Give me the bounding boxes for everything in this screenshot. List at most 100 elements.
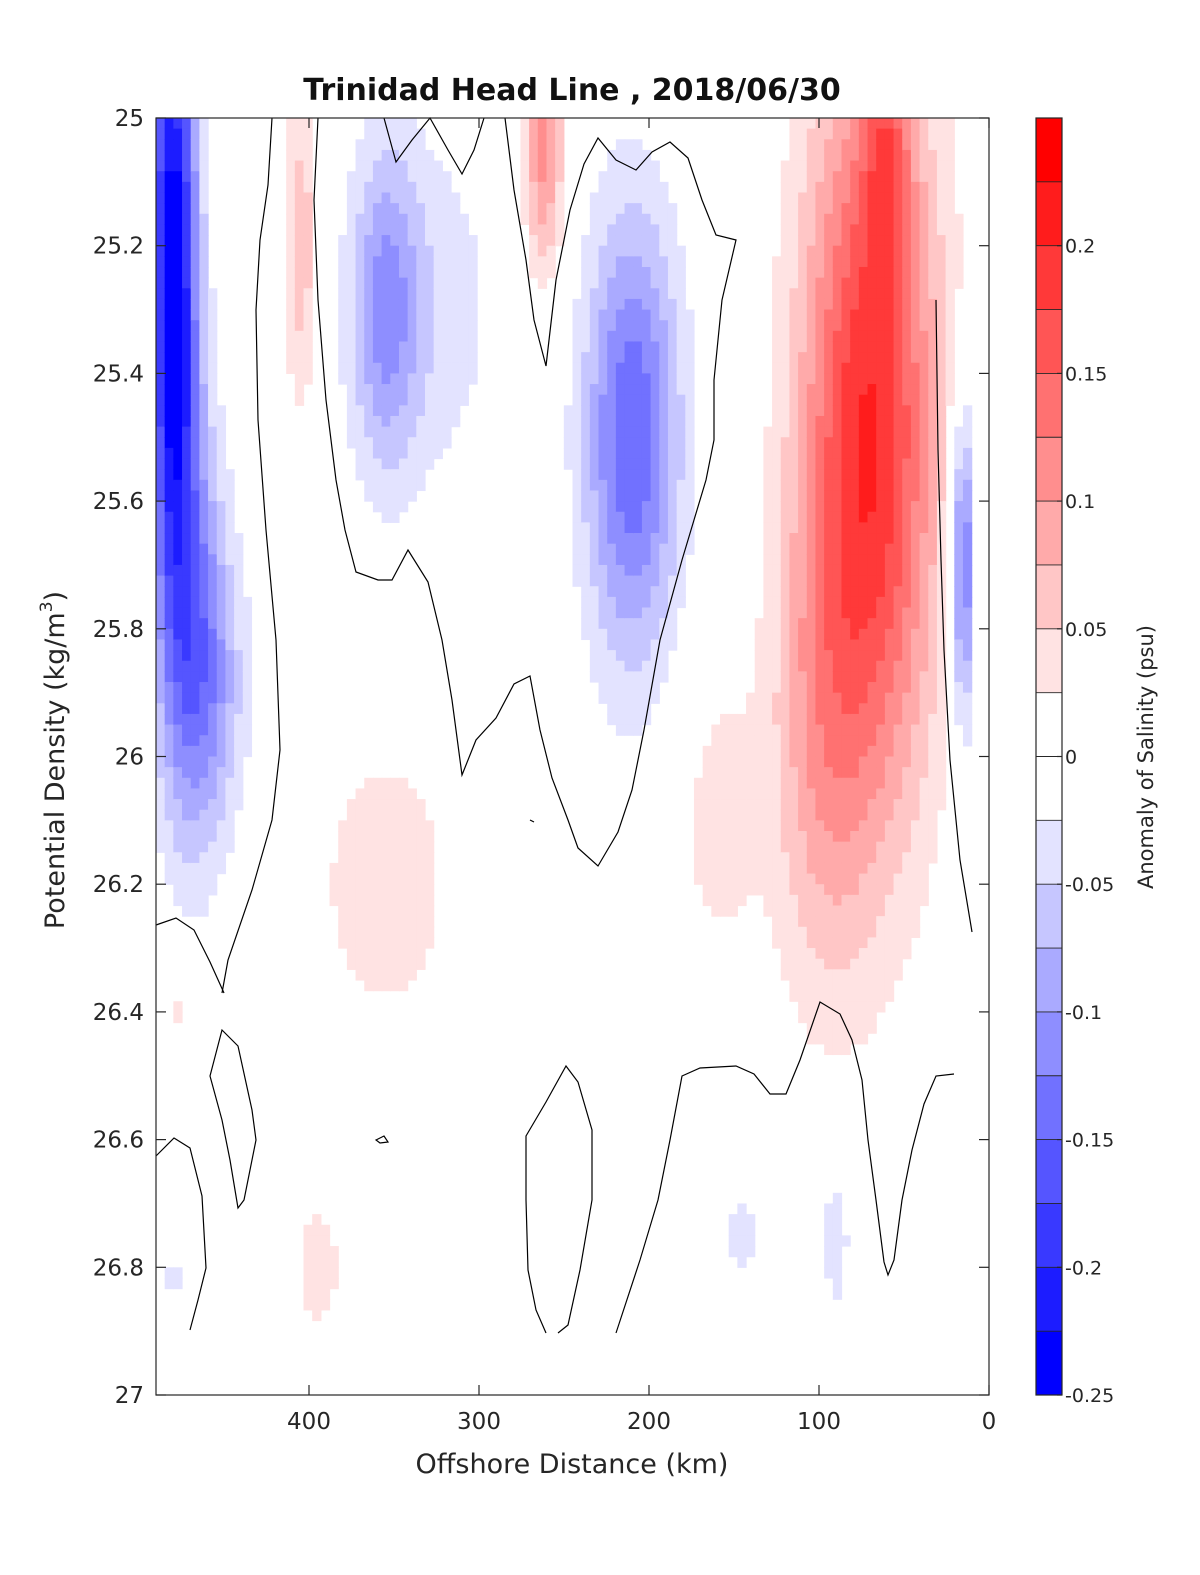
field-cell	[407, 309, 417, 321]
field-cell	[156, 820, 166, 832]
field-cell	[173, 639, 183, 651]
field-cell	[225, 543, 235, 555]
field-cell	[364, 841, 374, 853]
field-cell	[667, 330, 678, 343]
field-cell	[398, 118, 409, 130]
field-cell	[615, 575, 626, 587]
field-cell	[919, 511, 929, 523]
field-cell	[806, 149, 817, 162]
field-cell	[815, 511, 825, 523]
field-cell	[841, 426, 851, 438]
field-cell	[190, 288, 200, 300]
field-cell	[815, 213, 825, 226]
field-cell	[919, 298, 929, 311]
field-cell	[910, 586, 921, 598]
field-cell	[451, 256, 461, 268]
field-cell	[728, 1214, 738, 1226]
field-cell	[824, 149, 834, 162]
field-cell	[433, 405, 443, 417]
field-cell	[182, 394, 192, 406]
field-cell	[286, 362, 296, 374]
field-cell	[798, 862, 808, 875]
field-cell	[633, 533, 643, 545]
field-cell	[156, 213, 166, 226]
field-cell	[364, 341, 374, 353]
field-cell	[910, 799, 921, 811]
field-cell	[780, 777, 791, 790]
field-cell	[832, 820, 843, 832]
field-cell	[390, 809, 400, 821]
field-cell	[555, 139, 565, 151]
field-cell	[850, 596, 860, 609]
field-cell	[798, 564, 808, 577]
field-cell	[190, 373, 200, 385]
field-cell	[598, 277, 608, 289]
field-cell	[433, 394, 443, 406]
field-cell	[589, 447, 600, 460]
field-cell	[858, 479, 869, 492]
field-cell	[173, 256, 183, 268]
field-cell	[381, 841, 391, 853]
field-cell	[902, 671, 912, 683]
field-cell	[876, 596, 886, 609]
field-cell	[598, 245, 608, 257]
field-cell	[841, 884, 851, 896]
field-cell	[208, 862, 218, 875]
field-cell	[624, 362, 634, 374]
field-cell	[884, 639, 895, 651]
field-cell	[208, 479, 218, 492]
field-cell	[381, 394, 391, 406]
field-cell	[190, 171, 200, 183]
field-cell	[884, 203, 895, 215]
field-cell	[294, 288, 305, 300]
field-cell	[442, 362, 452, 374]
field-cell	[294, 266, 305, 279]
field-cell	[173, 384, 183, 396]
field-cell	[164, 554, 174, 566]
field-cell	[841, 735, 851, 747]
field-cell	[772, 447, 782, 460]
field-cell	[806, 235, 817, 247]
field-cell	[728, 799, 738, 811]
field-cell	[832, 458, 843, 470]
field-cell	[190, 841, 200, 853]
field-cell	[711, 799, 721, 811]
field-cell	[372, 266, 383, 279]
field-cell	[676, 415, 686, 428]
field-cell	[893, 362, 903, 374]
field-cell	[390, 224, 400, 236]
field-cell	[624, 192, 634, 204]
field-cell	[589, 394, 600, 406]
field-cell	[850, 894, 860, 907]
field-cell	[650, 288, 660, 300]
field-cell	[884, 543, 895, 555]
field-cell	[459, 256, 469, 268]
field-cell	[182, 149, 192, 162]
field-cell	[216, 767, 227, 779]
colorbar-band	[1036, 245, 1062, 310]
field-cell	[685, 479, 695, 492]
field-cell	[824, 1022, 834, 1034]
field-cell	[962, 692, 973, 704]
field-cell	[355, 330, 365, 343]
field-cell	[737, 852, 747, 864]
field-cell	[555, 149, 565, 162]
field-cell	[659, 181, 669, 194]
field-cell	[398, 288, 409, 300]
field-cell	[589, 522, 600, 534]
field-cell	[884, 330, 895, 343]
field-cell	[919, 596, 929, 609]
field-cell	[459, 298, 469, 311]
field-cell	[902, 894, 912, 907]
field-cell	[598, 373, 608, 385]
field-cell	[398, 490, 409, 502]
field-cell	[867, 564, 877, 577]
field-cell	[841, 554, 851, 566]
field-cell	[364, 788, 374, 800]
field-cell	[806, 224, 817, 236]
field-cell	[936, 245, 947, 257]
field-cell	[199, 543, 209, 555]
field-cell	[442, 171, 452, 183]
field-cell	[381, 309, 391, 321]
field-cell	[173, 181, 183, 194]
